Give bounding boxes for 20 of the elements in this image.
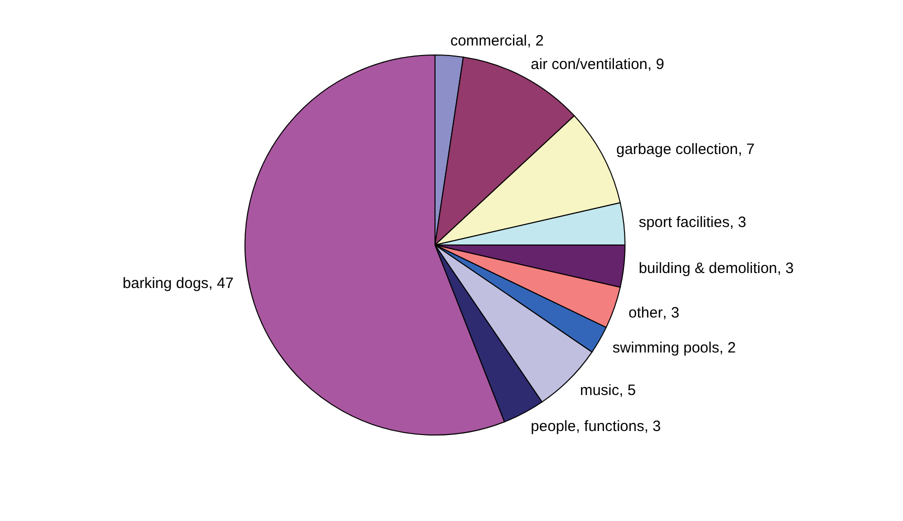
slice-label: barking dogs	[122, 275, 209, 292]
slice-label: people, functions	[530, 418, 644, 436]
data-label: , 3	[777, 260, 794, 277]
data-label: , 3	[644, 418, 661, 436]
data-label: , 3	[662, 304, 680, 322]
slice-label: sport facilities	[638, 214, 730, 232]
slice-label: other	[628, 304, 663, 322]
slice-label: swimming pools	[612, 340, 720, 356]
data-label: , 2	[526, 32, 544, 50]
slice-label: commercial	[450, 32, 528, 50]
slice-label: building & demolition	[638, 260, 778, 277]
slice-label: air con/ventilation	[530, 56, 648, 73]
data-label: , 47	[208, 275, 234, 292]
data-label: , 2	[719, 340, 736, 356]
data-label: , 3	[730, 214, 746, 232]
data-label: , 9	[648, 56, 664, 73]
data-label: , 7	[738, 141, 755, 158]
slice-label: music	[580, 382, 620, 399]
data-label: , 5	[619, 382, 636, 399]
slice-label: garbage collection	[616, 141, 738, 158]
